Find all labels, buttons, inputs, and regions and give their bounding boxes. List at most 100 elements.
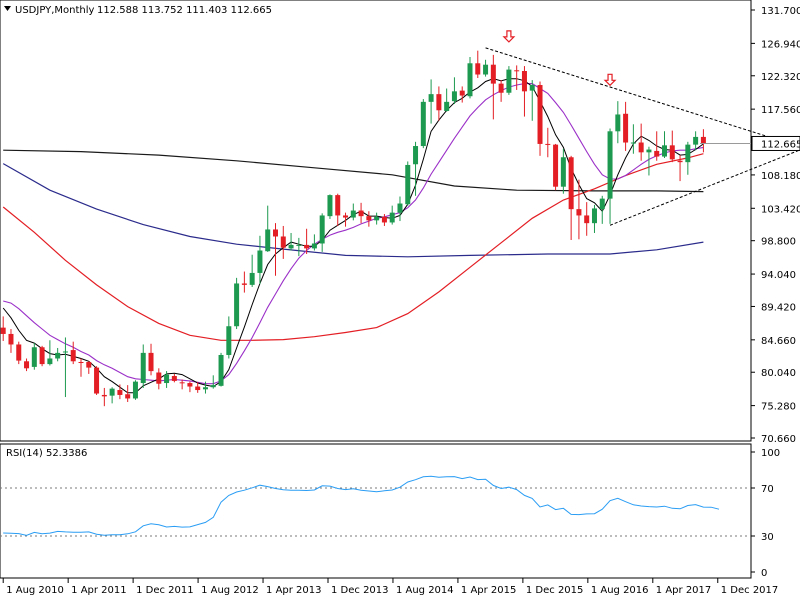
candle <box>700 129 706 153</box>
price-label: 94.040 <box>761 270 796 281</box>
candle-body <box>24 361 30 369</box>
candle <box>677 155 683 182</box>
candle <box>669 130 675 163</box>
candle-body <box>311 243 317 249</box>
candle <box>366 211 372 227</box>
candle-body <box>156 372 162 384</box>
symbol-timeframe: USDJPY,Monthly <box>15 5 95 16</box>
candle <box>389 205 395 225</box>
candle <box>125 385 131 402</box>
candle-body <box>545 143 551 145</box>
candle-body <box>405 164 411 205</box>
candle-body <box>568 157 574 210</box>
ohlc-values: 112.588 113.752 111.403 112.665 <box>97 5 272 16</box>
price-label: 126.940 <box>761 39 800 50</box>
price-label: 131.700 <box>761 6 800 17</box>
rsi-tick-label: 100 <box>761 448 780 459</box>
time-label: 1 Apr 2011 <box>71 585 126 596</box>
candle <box>591 204 597 233</box>
candle-body <box>319 215 325 244</box>
candle <box>24 358 30 372</box>
candle-body <box>459 90 465 96</box>
down-arrow-icon <box>502 30 516 43</box>
candle-body <box>607 131 613 199</box>
candle-body <box>109 388 115 396</box>
candle <box>280 225 286 259</box>
candle-body <box>210 385 216 388</box>
candle <box>654 131 660 161</box>
candle-body <box>304 244 310 249</box>
candle <box>397 196 403 222</box>
candle-body <box>358 210 364 217</box>
candle-body <box>39 347 45 365</box>
candle <box>374 212 380 225</box>
candle <box>459 86 465 103</box>
candle-body <box>218 354 224 386</box>
rsi-label: RSI(14) 52.3386 <box>6 448 87 459</box>
candle <box>148 343 154 376</box>
candle-body <box>451 91 457 102</box>
candle-body <box>475 63 481 75</box>
candle <box>436 86 442 121</box>
candle <box>545 127 551 158</box>
candle-body <box>413 146 419 165</box>
time-label: 1 Aug 2012 <box>201 585 259 596</box>
price-label: 80.040 <box>761 368 796 379</box>
candle <box>288 232 294 251</box>
candle-body <box>47 358 53 365</box>
candle-body <box>94 367 100 394</box>
candle <box>273 223 278 276</box>
candle-body <box>389 212 395 223</box>
candle <box>521 66 527 117</box>
rsi-panel[interactable] <box>0 443 752 579</box>
candle-body <box>62 351 68 353</box>
rsi-plot <box>0 475 751 537</box>
candle <box>343 212 349 227</box>
sma-mid-line <box>3 83 704 385</box>
candle <box>327 194 333 219</box>
candle-body <box>638 142 644 153</box>
candle <box>483 59 489 77</box>
sma-slow-line <box>2 153 704 341</box>
candle <box>304 228 310 255</box>
price-label: 84.660 <box>761 336 796 347</box>
candle-body <box>521 71 527 92</box>
candle <box>86 361 92 374</box>
candle-body <box>70 350 76 362</box>
candle-body <box>249 272 255 285</box>
time-label: 1 Dec 2011 <box>136 585 194 596</box>
candle <box>498 80 504 102</box>
candle-body <box>55 352 61 359</box>
candle-body <box>202 387 208 390</box>
candle-body <box>280 236 286 248</box>
candle-body <box>0 327 6 334</box>
candle-body <box>296 244 302 246</box>
candle-body <box>654 150 660 157</box>
chart-menu-triangle-icon[interactable] <box>4 6 11 11</box>
candle-body <box>584 215 590 224</box>
rsi-tick-label: 0 <box>761 568 767 579</box>
candle <box>234 277 240 330</box>
price-label: 122.320 <box>761 72 800 83</box>
candle <box>140 344 146 388</box>
candle-body <box>599 198 605 210</box>
down-arrow-icon <box>603 73 617 87</box>
candle-body <box>537 85 543 144</box>
candle <box>506 66 512 95</box>
candle <box>16 341 22 365</box>
candle <box>62 337 68 398</box>
candle <box>257 235 263 285</box>
candle <box>420 99 426 149</box>
candle <box>685 141 691 175</box>
candle-body <box>265 229 271 252</box>
candle-body <box>257 250 263 273</box>
candle-body <box>467 63 473 97</box>
candle <box>584 202 590 236</box>
price-panel[interactable] <box>0 0 752 442</box>
trendline <box>485 47 800 148</box>
price-plot <box>0 30 800 407</box>
candle-body <box>483 64 489 75</box>
candle <box>358 202 364 224</box>
